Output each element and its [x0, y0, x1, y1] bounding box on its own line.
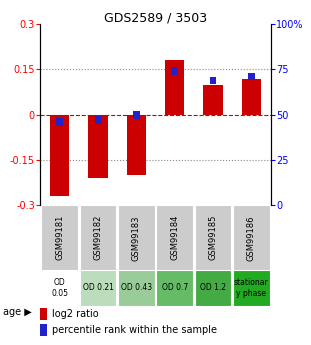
- Text: age ▶: age ▶: [3, 307, 32, 317]
- Bar: [165, 60, 184, 115]
- Bar: [40, 308, 47, 320]
- Bar: [242, 79, 261, 115]
- Text: OD 0.43: OD 0.43: [121, 284, 152, 293]
- Bar: [118, 270, 155, 306]
- Bar: [195, 270, 231, 306]
- Bar: [41, 205, 78, 270]
- Text: GSM99182: GSM99182: [94, 215, 102, 260]
- Bar: [210, 77, 216, 84]
- Text: GSM99184: GSM99184: [170, 215, 179, 260]
- Text: OD
0.05: OD 0.05: [51, 278, 68, 298]
- Bar: [156, 205, 193, 270]
- Bar: [56, 118, 63, 126]
- Bar: [156, 270, 193, 306]
- Text: percentile rank within the sample: percentile rank within the sample: [52, 325, 217, 335]
- Title: GDS2589 / 3503: GDS2589 / 3503: [104, 11, 207, 24]
- Text: GSM99181: GSM99181: [55, 215, 64, 260]
- Text: GSM99185: GSM99185: [209, 215, 217, 260]
- Text: GSM99186: GSM99186: [247, 215, 256, 260]
- Bar: [248, 73, 255, 80]
- Text: GSM99183: GSM99183: [132, 215, 141, 260]
- Bar: [95, 116, 101, 124]
- Bar: [40, 324, 47, 336]
- Text: stationar
y phase: stationar y phase: [234, 278, 269, 298]
- Text: OD 1.2: OD 1.2: [200, 284, 226, 293]
- Bar: [171, 68, 178, 75]
- Text: OD 0.21: OD 0.21: [82, 284, 114, 293]
- Bar: [80, 205, 116, 270]
- Bar: [41, 270, 78, 306]
- Bar: [118, 205, 155, 270]
- Bar: [233, 205, 270, 270]
- Bar: [195, 205, 231, 270]
- Bar: [50, 115, 69, 196]
- Bar: [80, 270, 116, 306]
- Bar: [127, 115, 146, 175]
- Bar: [203, 85, 223, 115]
- Text: log2 ratio: log2 ratio: [52, 309, 99, 319]
- Bar: [233, 270, 270, 306]
- Text: OD 0.7: OD 0.7: [161, 284, 188, 293]
- Bar: [88, 115, 108, 178]
- Bar: [133, 111, 140, 119]
